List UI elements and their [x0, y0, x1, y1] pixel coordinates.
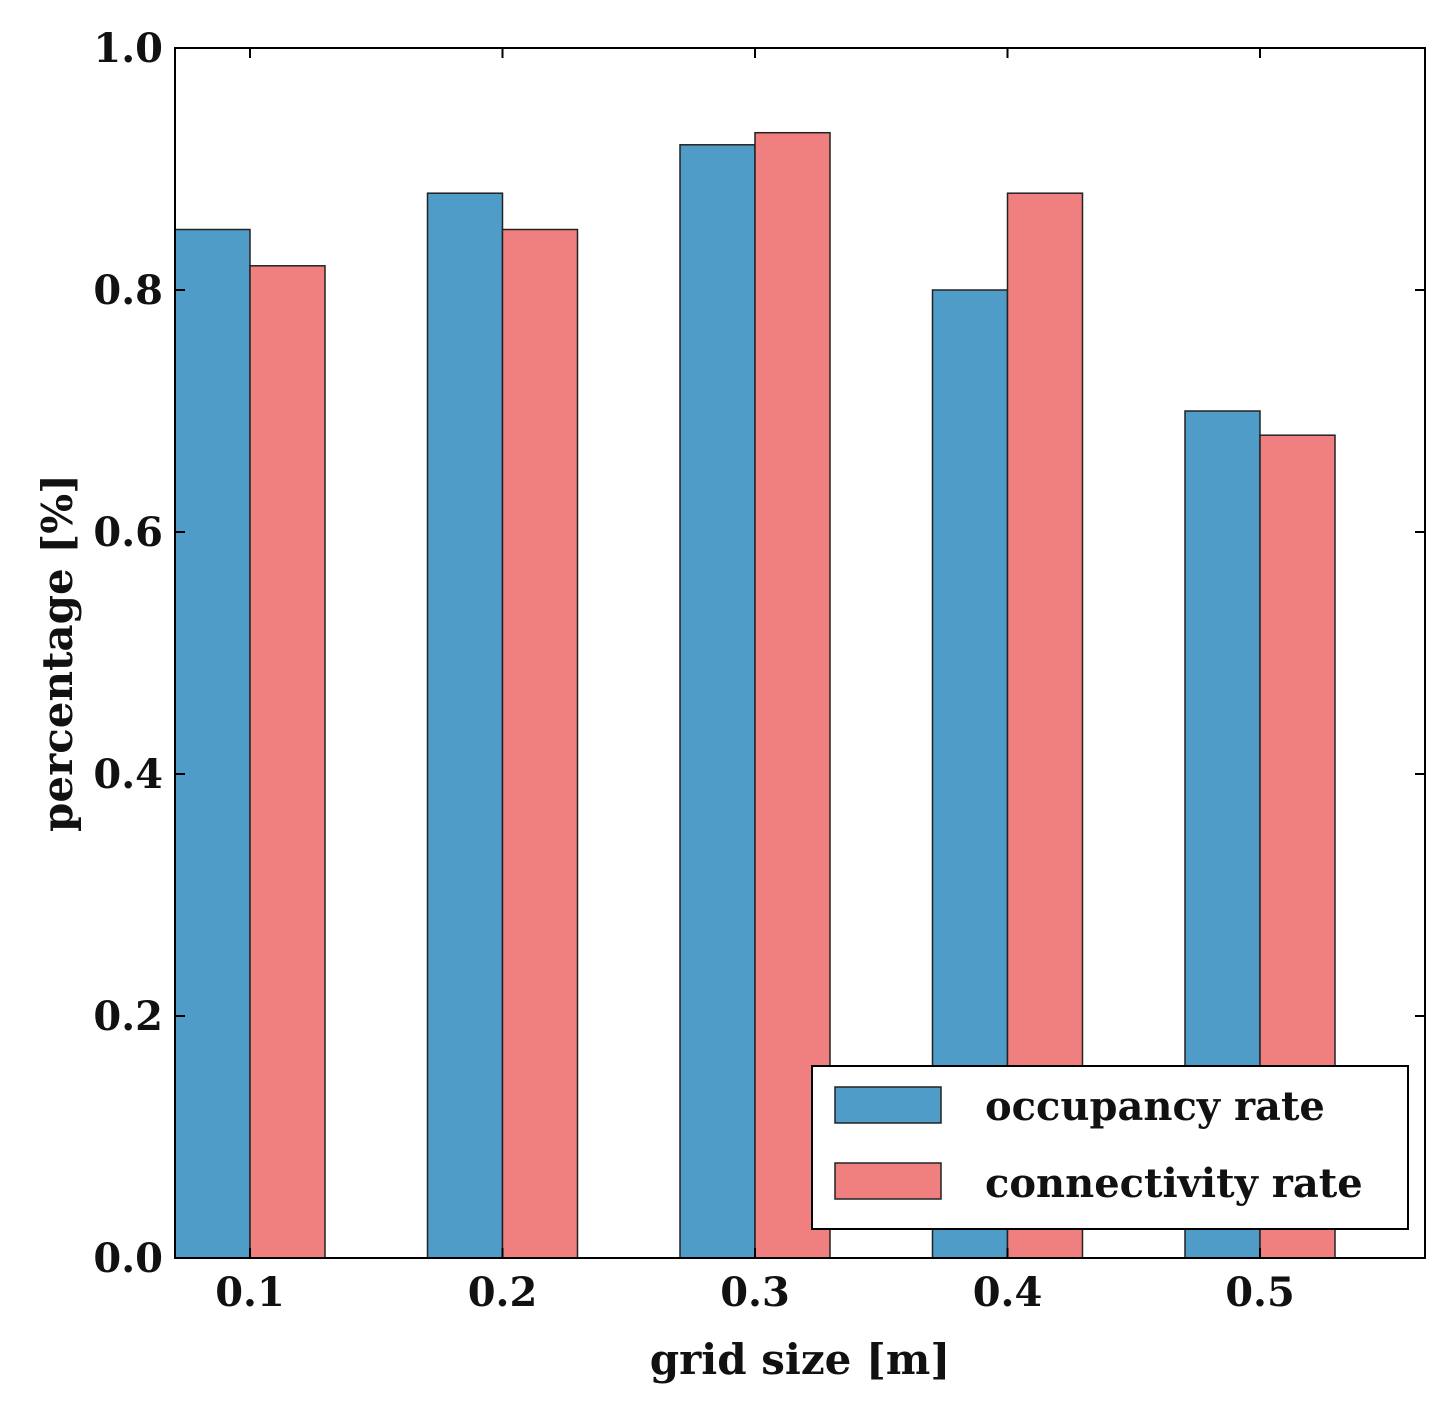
legend-label-connectivity: connectivity rate — [985, 1160, 1363, 1207]
y-tick-label-0.4: 0.4 — [93, 751, 163, 798]
legend-label-occupancy: occupancy rate — [985, 1083, 1325, 1130]
x-axis-label: grid size [m] — [650, 1335, 950, 1384]
y-tick-label-0.0: 0.0 — [93, 1235, 163, 1282]
bar-occupancy-0.2 — [426, 192, 504, 1259]
legend: occupancy rate connectivity rate — [811, 1065, 1409, 1230]
bar-occupancy-0.1 — [174, 228, 251, 1259]
x-tick-label-0.1: 0.1 — [215, 1269, 285, 1316]
bar-occupancy-0.3 — [679, 144, 756, 1259]
ticks-layer: 0.0 0.2 0.4 0.6 0.8 1.0 0.1 0.2 0.3 0.4 0.5 — [93, 25, 1425, 1316]
x-tick-label-0.4: 0.4 — [973, 1269, 1043, 1316]
x-tick-label-0.5: 0.5 — [1225, 1269, 1295, 1316]
y-tick-label-1.0: 1.0 — [93, 25, 163, 72]
y-tick-label-0.8: 0.8 — [93, 267, 163, 314]
x-tick-label-0.3: 0.3 — [720, 1269, 790, 1316]
bar-connectivity-0.1 — [249, 265, 326, 1259]
y-axis-label: percentage [%] — [33, 474, 82, 832]
y-tick-label-0.6: 0.6 — [93, 509, 163, 556]
legend-swatch-connectivity — [834, 1162, 942, 1200]
bar-connectivity-0.2 — [501, 228, 579, 1259]
x-tick-label-0.2: 0.2 — [468, 1269, 538, 1316]
y-tick-label-0.2: 0.2 — [93, 993, 163, 1040]
legend-swatch-occupancy — [834, 1086, 942, 1124]
legend-frame — [811, 1065, 1409, 1230]
plot-frame — [174, 47, 1426, 1259]
